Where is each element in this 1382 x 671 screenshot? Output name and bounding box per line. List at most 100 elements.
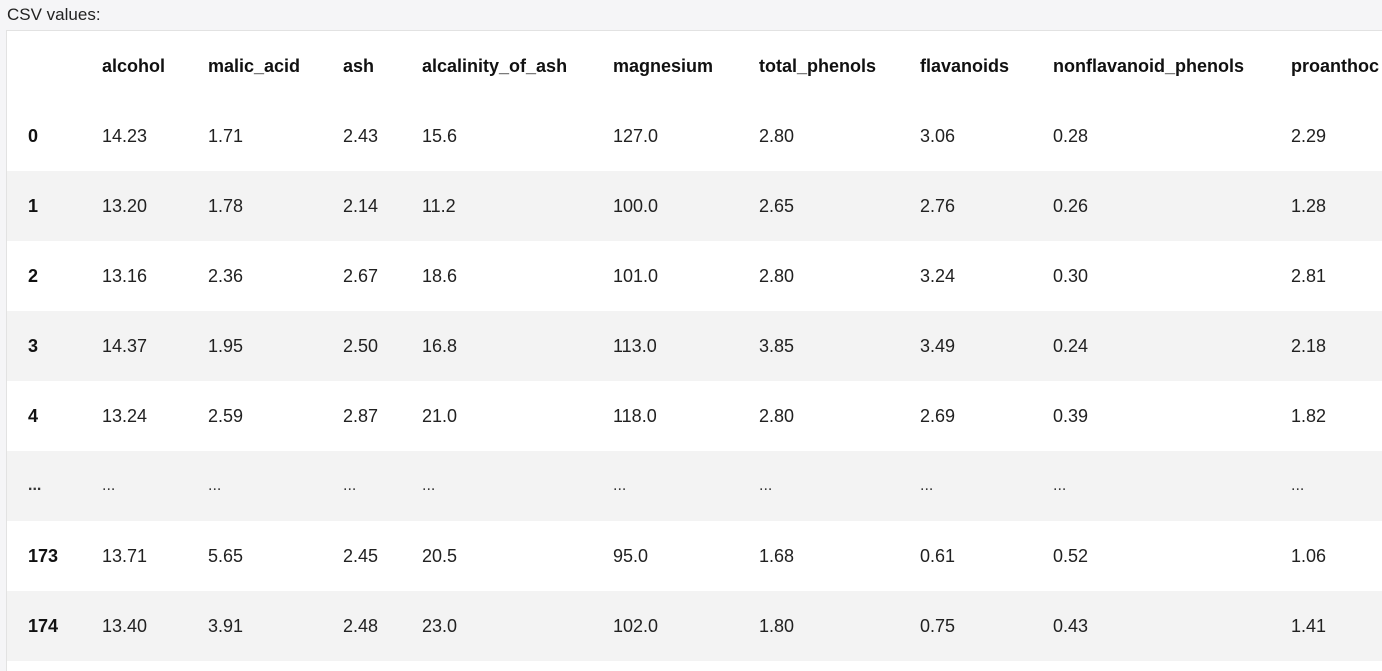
table-cell: ... [613, 477, 627, 494]
table-cell: 13.16 [102, 265, 148, 286]
header-row: alcohol malic_acid ash alcalinity_of_ash… [7, 31, 1382, 101]
table-cell: 16.8 [422, 335, 458, 356]
table-cell: 3.24 [920, 265, 956, 286]
table-cell: 118.0 [613, 405, 657, 426]
table-row: .............................. [7, 451, 1382, 521]
table-row: 173 13.71 5.65 2.45 20.5 95.0 1.68 0.61 0.52 1.06 [7, 521, 1382, 591]
table-cell: 2.76 [920, 195, 956, 216]
table-cell: 0.43 [1053, 615, 1089, 636]
table-cell: 2.87 [343, 405, 379, 426]
column-header: ash [343, 55, 375, 76]
table-cell: 1.06 [1291, 545, 1327, 566]
table-cell: 101.0 [613, 265, 659, 286]
table-cell: 1.95 [208, 335, 244, 356]
table-cell: 3.91 [208, 615, 244, 636]
table-cell: 13.20 [102, 195, 148, 216]
table-cell: 100.0 [613, 195, 659, 216]
table-cell: 2.45 [343, 545, 379, 566]
table-cell: ... [343, 477, 357, 494]
table-cell: ... [208, 477, 222, 494]
table-header: alcohol malic_acid ash alcalinity_of_ash… [7, 31, 1382, 101]
table-cell: 102.0 [613, 615, 659, 636]
table-cell: 1.80 [759, 615, 795, 636]
table-cell: 3.49 [920, 335, 956, 356]
table-cell: 2.50 [343, 335, 379, 356]
table-cell: ... [759, 477, 773, 494]
table-cell: 2.59 [208, 405, 244, 426]
table-cell: 1.68 [759, 545, 795, 566]
table-cell: 2.29 [1291, 125, 1327, 146]
column-header: alcalinity_of_ash [422, 55, 568, 76]
table-cell: ... [1291, 477, 1305, 494]
table-cell: 11.2 [422, 195, 456, 216]
table-cell: 0.28 [1053, 125, 1089, 146]
table-cell: 23.0 [422, 615, 458, 636]
table-cell: ... [920, 477, 934, 494]
table-cell: 3.85 [759, 335, 795, 356]
table-cell: 13.24 [102, 405, 148, 426]
table-cell: 3.06 [920, 125, 956, 146]
table-cell: 127.0 [613, 125, 659, 146]
table-cell: 0.61 [920, 545, 956, 566]
table-cell: 95.0 [613, 545, 649, 566]
table-cell: 13.40 [102, 615, 148, 636]
row-index: 173 [28, 545, 59, 566]
table-cell: 2.14 [343, 195, 379, 216]
table-cell: 2.65 [759, 195, 795, 216]
table-row: 1 13.20 1.78 2.14 11.2 100.0 2.65 2.76 0.26 1.28 [7, 171, 1382, 241]
table-cell: 2.36 [208, 265, 244, 286]
table-cell: 2.67 [343, 265, 379, 286]
table-cell: 1.78 [208, 195, 244, 216]
column-header: alcohol [102, 55, 166, 76]
table-cell: 18.6 [422, 265, 458, 286]
table-cell: 14.23 [102, 125, 148, 146]
column-header: magnesium [613, 55, 714, 76]
table-cell: 2.69 [920, 405, 956, 426]
table-cell: 5.65 [208, 545, 244, 566]
dataframe-table: alcohol malic_acid ash alcalinity_of_ash… [7, 31, 1382, 661]
table-cell: 1.28 [1291, 195, 1327, 216]
table-cell: 2.48 [343, 615, 379, 636]
table-cell: 0.30 [1053, 265, 1089, 286]
table-cell: 0.24 [1053, 335, 1089, 356]
row-index: 4 [28, 405, 39, 426]
table-cell: 1.71 [208, 125, 244, 146]
table-row: 174 13.40 3.91 2.48 23.0 102.0 1.80 0.75 0.43 1.4… [7, 591, 1382, 661]
table-cell: 2.43 [343, 125, 379, 146]
column-header: nonflavanoid_phenols [1053, 55, 1245, 76]
row-index: 3 [28, 335, 39, 356]
table-body: 0 14.23 1.71 2.43 15.6 127.0 2.80 3.06 0.28 2.29 1… [7, 101, 1382, 661]
column-header: proanthoc [1291, 55, 1379, 76]
table-cell: 13.71 [102, 545, 148, 566]
column-header: total_phenols [759, 55, 877, 76]
column-header: flavanoids [920, 55, 1010, 76]
row-index: 2 [28, 265, 39, 286]
table-cell: 2.80 [759, 405, 795, 426]
table-cell: 0.75 [920, 615, 956, 636]
table-row: 0 14.23 1.71 2.43 15.6 127.0 2.80 3.06 0.28 2.29 [7, 101, 1382, 171]
dataframe-table-container[interactable]: alcohol malic_acid ash alcalinity_of_ash… [6, 30, 1382, 671]
table-cell: 2.81 [1291, 265, 1327, 286]
table-cell: ... [102, 477, 116, 494]
table-row: 4 13.24 2.59 2.87 21.0 118.0 2.80 2.69 0.39 1.82 [7, 381, 1382, 451]
table-cell: 0.26 [1053, 195, 1089, 216]
row-index: ... [28, 477, 42, 494]
table-cell: 2.18 [1291, 335, 1327, 356]
table-cell: 1.41 [1291, 615, 1327, 636]
table-cell: 21.0 [422, 405, 458, 426]
table-caption: CSV values: [7, 5, 101, 24]
column-header: malic_acid [208, 55, 301, 76]
table-cell: 0.39 [1053, 405, 1089, 426]
table-cell: ... [422, 477, 436, 494]
table-cell: 113.0 [613, 335, 657, 356]
table-cell: ... [1053, 477, 1067, 494]
row-index: 0 [28, 125, 39, 146]
row-index: 1 [28, 195, 39, 216]
row-index: 174 [28, 615, 59, 636]
table-cell: 0.52 [1053, 545, 1089, 566]
table-cell: 15.6 [422, 125, 458, 146]
table-row: 3 14.37 1.95 2.50 16.8 113.0 3.85 3.49 0.24 2.18 [7, 311, 1382, 381]
index-header [7, 31, 102, 101]
table-cell: 1.82 [1291, 405, 1327, 426]
table-cell: 2.80 [759, 265, 795, 286]
